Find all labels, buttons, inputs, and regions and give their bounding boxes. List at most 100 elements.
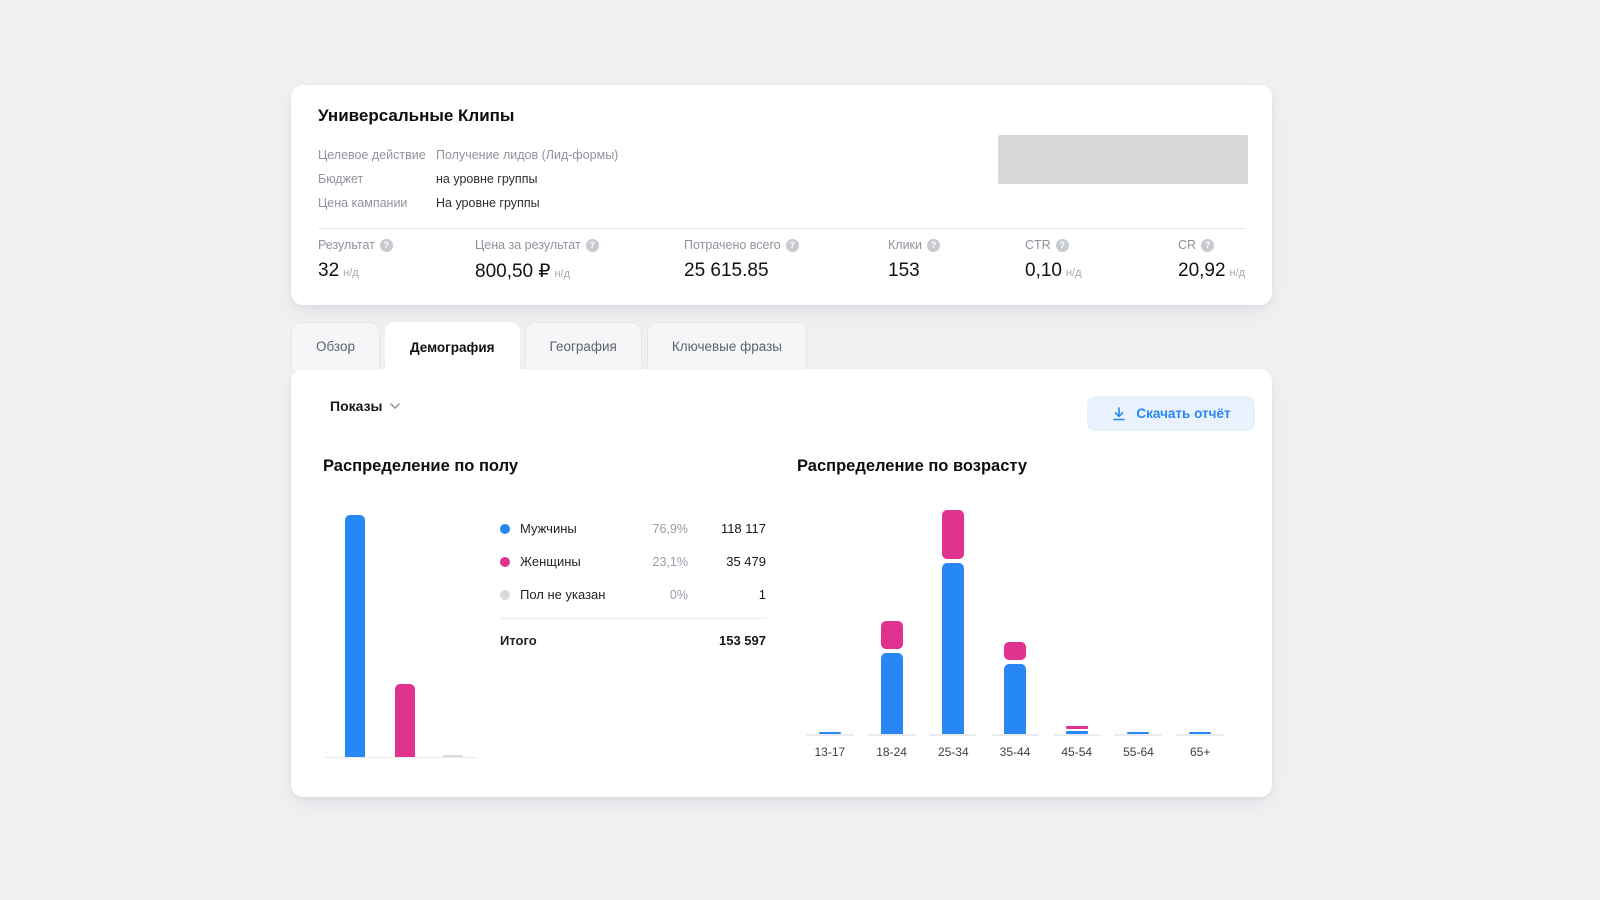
question-circle-icon[interactable]: ? [379, 238, 393, 252]
legend-total-label: Итого [500, 632, 537, 648]
chevron-down-icon [389, 403, 400, 409]
age-bar-stack [942, 510, 965, 734]
question-circle-icon[interactable]: ? [585, 238, 599, 252]
age-axis-segment [1176, 734, 1225, 736]
stat-4: Клики? 153 [888, 238, 941, 282]
age-bar-male [880, 653, 903, 734]
age-category-55-64: 55-64 [1108, 510, 1170, 759]
stat-label: Цена за результат? [475, 238, 599, 252]
stat-label-text: Цена за результат [475, 238, 581, 252]
stat-5: CTR? 0,10 н/д [1025, 238, 1082, 282]
age-bar-stack [818, 510, 841, 734]
legend-percent: 0% [669, 587, 688, 602]
download-report-label: Скачать отчёт [1136, 406, 1231, 421]
legend-dot-female [500, 556, 510, 567]
campaign-properties: Целевое действие Получение лидов (Лид-фор… [318, 143, 618, 215]
age-tick-label: 13-17 [814, 745, 846, 759]
legend-value: 118 117 [720, 521, 766, 536]
legend-value: 35 479 [726, 554, 766, 569]
gender-chart-baseline [325, 757, 477, 758]
tab-geography[interactable]: География [524, 322, 642, 370]
legend-row: Женщины 23,1% 35 479 [500, 545, 766, 578]
stat-value-suffix: н/д [554, 268, 571, 280]
demography-panel: Показы Скачать отчёт Распределение по по… [291, 369, 1272, 797]
stat-label-text: CR [1178, 238, 1197, 252]
gender-chart-title: Распределение по полу [323, 457, 519, 475]
age-bar-stack [1065, 510, 1088, 734]
age-tick-label: 45-54 [1061, 745, 1093, 759]
gender-bar-chart [325, 515, 485, 757]
divider [318, 228, 1245, 229]
question-circle-icon[interactable]: ? [1201, 238, 1215, 252]
age-axis-segment [1052, 734, 1101, 736]
stat-value-number: 153 [888, 260, 920, 281]
age-axis-segment [991, 734, 1040, 736]
gender-bar-female [395, 684, 415, 757]
age-bar-female [1065, 726, 1088, 729]
legend-percent: 76,9% [652, 521, 688, 536]
stat-label-text: Результат [318, 238, 375, 252]
stat-label: CTR? [1025, 238, 1082, 252]
gender-bar-male [345, 515, 365, 757]
campaign-property-value: Получение лидов (Лид-формы) [436, 148, 619, 162]
question-circle-icon[interactable]: ? [785, 238, 799, 252]
metric-selector[interactable]: Показы [330, 398, 400, 414]
age-bar-stack [880, 510, 903, 734]
download-icon [1113, 406, 1126, 420]
download-report-button[interactable]: Скачать отчёт [1087, 396, 1255, 431]
stat-1: Результат? 32 н/д [318, 238, 393, 282]
age-category-13-17: 13-17 [799, 510, 861, 759]
age-category-45-54: 45-54 [1046, 510, 1108, 759]
age-axis-segment [1114, 734, 1163, 736]
gender-bar-unspecified [443, 755, 463, 757]
age-axis-segment [929, 734, 978, 736]
stat-value-suffix: н/д [1065, 267, 1082, 279]
legend-label: Женщины [520, 554, 581, 569]
age-bar-chart: 13-17 18-24 25-34 35-44 45-54 55-64 65+ [799, 510, 1231, 759]
legend-divider [500, 618, 766, 619]
stat-value-suffix: н/д [1229, 267, 1246, 279]
legend-label: Мужчины [520, 521, 577, 536]
age-axis-segment [805, 734, 854, 736]
age-chart-title: Распределение по возрасту [797, 457, 1028, 475]
stat-value: 800,50 ₽ н/д [475, 260, 599, 283]
stat-value: 153 [888, 260, 940, 282]
stat-6: CR? 20,92 н/д [1178, 238, 1245, 282]
age-tick-label: 18-24 [876, 745, 907, 759]
stat-value-number: 25 615.85 [684, 260, 769, 281]
question-circle-icon[interactable]: ? [1055, 238, 1069, 252]
stat-value-suffix: н/д [343, 267, 359, 279]
legend-total-value: 153 597 [719, 632, 766, 648]
age-bar-stack [1189, 510, 1212, 734]
legend-percent: 23,1% [652, 554, 688, 569]
age-bar-female [1004, 642, 1027, 660]
campaign-title: Универсальные Клипы [318, 106, 515, 125]
redacted-preview-placeholder [998, 135, 1248, 184]
age-category-35-44: 35-44 [984, 510, 1046, 759]
stat-value-number: 800,50 ₽ [475, 261, 551, 282]
stat-label: Клики? [888, 238, 941, 252]
stat-value: 0,10 н/д [1025, 260, 1082, 282]
stat-label: Результат? [318, 238, 393, 252]
stat-value: 32 н/д [318, 260, 393, 282]
campaign-property-value: На уровне группы [436, 196, 540, 210]
campaign-stats-row: Результат? 32 н/д Цена за результат? 800,50 … [318, 238, 1245, 294]
question-circle-icon[interactable]: ? [927, 238, 941, 252]
age-category-18-24: 18-24 [861, 510, 923, 759]
campaign-property-value: на уровне группы [436, 172, 538, 186]
age-tick-label: 35-44 [999, 745, 1031, 759]
age-tick-label: 65+ [1189, 745, 1211, 759]
age-bar-female [942, 510, 965, 559]
legend-dot-male [500, 523, 510, 534]
stat-label-text: CTR [1025, 238, 1051, 252]
stat-label-text: Клики [888, 238, 923, 252]
age-category-65+: 65+ [1169, 510, 1231, 759]
tab-keywords[interactable]: Ключевые фразы [646, 322, 807, 370]
tab-demography[interactable]: Демография [385, 322, 520, 371]
legend-label: Пол не указан [520, 587, 606, 602]
age-bar-female [880, 621, 903, 649]
stat-label: Потрачено всего? [684, 238, 799, 252]
age-category-25-34: 25-34 [922, 510, 984, 759]
tab-overview[interactable]: Обзор [291, 322, 380, 370]
